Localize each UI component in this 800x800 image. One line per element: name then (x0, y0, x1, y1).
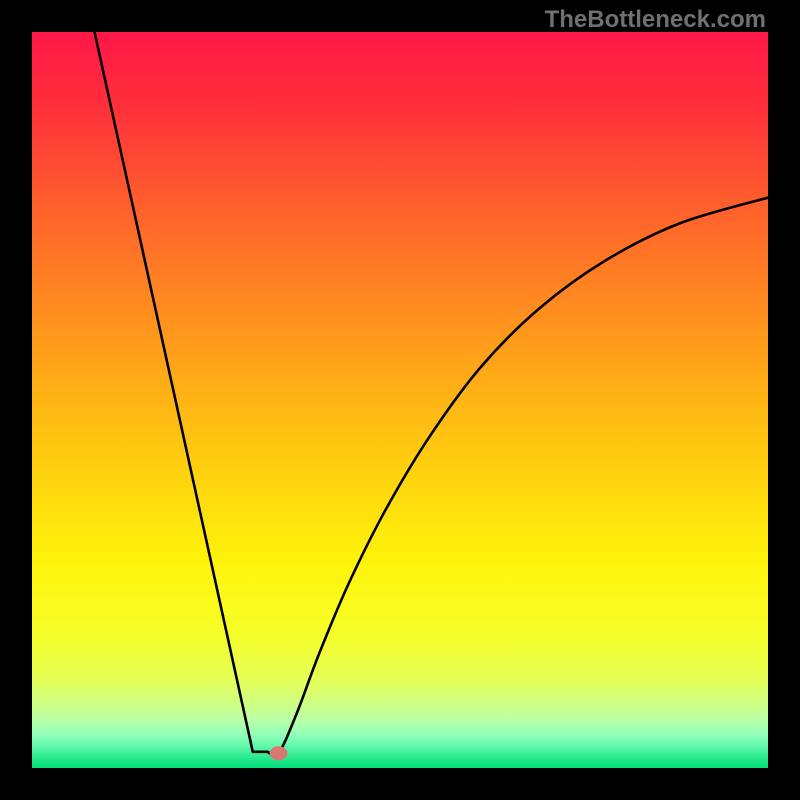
plot-area (32, 32, 768, 768)
bottleneck-curve (95, 32, 768, 756)
bottleneck-curve-layer (32, 32, 768, 768)
minimum-marker (270, 746, 288, 760)
watermark-text: TheBottleneck.com (545, 6, 766, 34)
